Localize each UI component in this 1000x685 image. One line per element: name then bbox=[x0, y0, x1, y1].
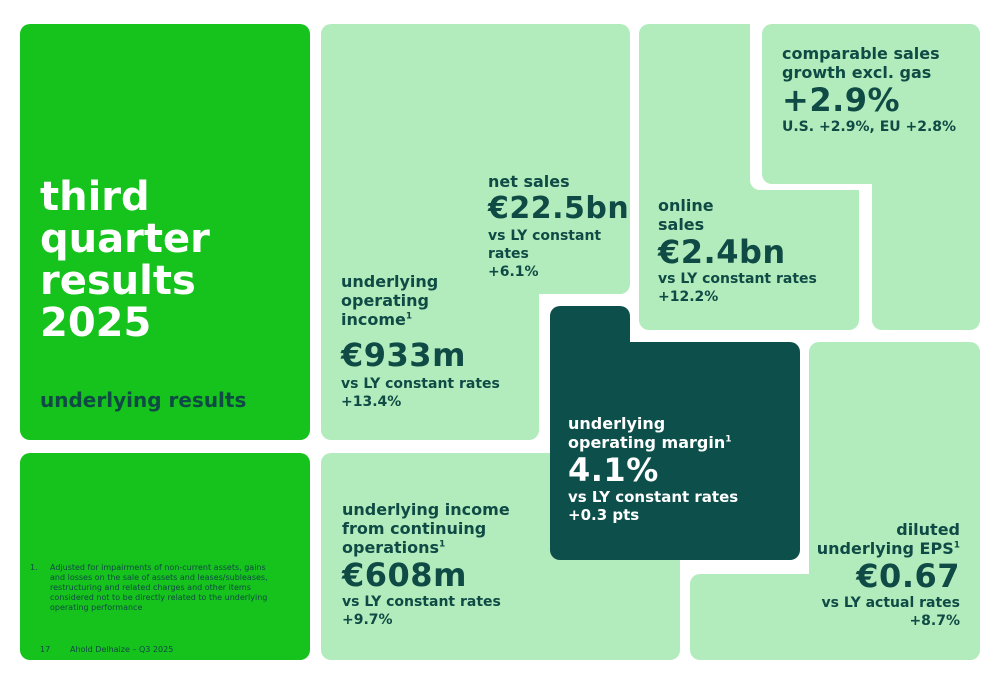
operating-margin-comparison: vs LY constant rates bbox=[568, 488, 739, 506]
income-continuing-comparison: vs LY constant rates bbox=[342, 594, 501, 610]
operating-margin-label-1: underlying bbox=[568, 414, 666, 433]
operating-income-label-3: income1 bbox=[341, 310, 413, 329]
online-sales-block: online sales €2.4bn vs LY constant rates… bbox=[658, 196, 817, 306]
footnote-tile: 1. Adjusted for impairments of non-curre… bbox=[20, 453, 310, 660]
comparable-sales-block: comparable sales growth excl. gas +2.9% … bbox=[782, 44, 956, 136]
online-sales-label-1: online bbox=[658, 196, 714, 215]
income-continuing-value: €608m bbox=[342, 556, 467, 594]
diluted-eps-label-2: underlying EPS1 bbox=[816, 539, 960, 558]
net-sales-label: net sales bbox=[488, 172, 570, 191]
income-continuing-label-1: underlying income bbox=[342, 500, 510, 519]
footer-company-period: Ahold Delhaize – Q3 2025 bbox=[70, 645, 174, 654]
operating-margin-value: 4.1% bbox=[568, 451, 659, 489]
net-sales-block: net sales €22.5bn vs LY constant rates +… bbox=[488, 172, 630, 281]
comparable-sales-label-2: growth excl. gas bbox=[782, 63, 932, 82]
operating-income-label-1: underlying bbox=[341, 272, 439, 291]
page-subtitle: underlying results bbox=[40, 388, 247, 412]
operating-margin-label-2: operating margin1 bbox=[568, 433, 732, 452]
page-title-line-4: 2025 bbox=[40, 300, 152, 346]
footnote-text: Adjusted for impairments of non-current … bbox=[50, 563, 268, 612]
page-title-line-3: results bbox=[40, 258, 196, 304]
operating-income-value: €933m bbox=[341, 336, 466, 374]
net-sales-value: €22.5bn bbox=[488, 191, 630, 226]
net-sales-comparison: vs LY constant rates bbox=[488, 228, 602, 262]
footnote-marker: 1. bbox=[30, 563, 38, 572]
online-sales-comparison: vs LY constant rates bbox=[658, 271, 817, 287]
net-sales-change: +6.1% bbox=[488, 264, 539, 280]
title-tile: third quarter results 2025 underlying re… bbox=[20, 24, 310, 440]
footnote-ref: 1 bbox=[439, 539, 446, 550]
operating-income-block: underlying operating income1 €933m vs LY… bbox=[341, 272, 500, 411]
page-title: third quarter results 2025 bbox=[40, 176, 210, 344]
online-sales-label-2: sales bbox=[658, 215, 705, 234]
diluted-eps-label-1: diluted bbox=[896, 520, 960, 539]
footnote-ref: 1 bbox=[953, 540, 960, 551]
income-continuing-label-2: from continuing bbox=[342, 519, 487, 538]
operating-margin-block: underlying operating margin1 4.1% vs LY … bbox=[568, 414, 738, 524]
net-sales-tile: net sales €22.5bn vs LY constant rates +… bbox=[470, 24, 630, 294]
online-sales-value: €2.4bn bbox=[658, 233, 786, 271]
income-continuing-label-3: operations1 bbox=[342, 538, 446, 557]
page-title-line-2: quarter bbox=[40, 216, 210, 262]
operating-margin-change: +0.3 pts bbox=[568, 506, 640, 524]
income-continuing-change: +9.7% bbox=[342, 612, 393, 628]
footer-page-number: 17 bbox=[40, 645, 51, 654]
diluted-eps-block: diluted underlying EPS1 €0.67 vs LY actu… bbox=[817, 520, 960, 630]
page-title-line-1: third bbox=[40, 174, 150, 220]
operating-margin-tile: underlying operating margin1 4.1% vs LY … bbox=[550, 342, 800, 560]
comparable-sales-label-1: comparable sales bbox=[782, 44, 940, 63]
diluted-eps-tile-upper bbox=[809, 342, 980, 660]
comparable-sales-detail: U.S. +2.9%, EU +2.8% bbox=[782, 119, 957, 135]
diluted-eps-comparison: vs LY actual rates bbox=[821, 595, 960, 611]
operating-income-comparison: vs LY constant rates bbox=[341, 376, 500, 392]
operating-income-label-2: operating bbox=[341, 291, 429, 310]
income-continuing-block: underlying income from continuing operat… bbox=[342, 500, 510, 629]
diluted-eps-value: €0.67 bbox=[856, 557, 960, 595]
comparable-sales-value: +2.9% bbox=[782, 81, 901, 119]
footnote-ref: 1 bbox=[725, 434, 732, 445]
comparable-sales-tile-extension bbox=[872, 24, 980, 330]
online-sales-change: +12.2% bbox=[658, 289, 719, 305]
diluted-eps-change: +8.7% bbox=[909, 613, 960, 629]
footnote-ref: 1 bbox=[405, 311, 413, 322]
operating-income-change: +13.4% bbox=[341, 394, 402, 410]
